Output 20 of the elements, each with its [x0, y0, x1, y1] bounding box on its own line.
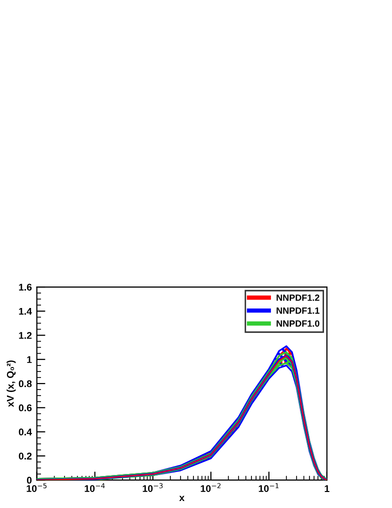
x-tick-label: 10$^{−1}$ [258, 483, 279, 492]
y-tick-label: 0.2 [18, 452, 32, 460]
y-tick-label: 0 [26, 476, 32, 484]
legend-label: NNPDF1.1 [276, 308, 320, 314]
x-tick-label: 10$^{−2}$ [200, 483, 221, 492]
y-tick-label: 1.2 [19, 332, 32, 339]
x-tick-label: 1 [324, 485, 330, 492]
y-axis-title: xV (x, Q₀²) [6, 360, 16, 407]
y-tick-label: 0.8 [18, 380, 32, 388]
x-axis-title: x [179, 496, 185, 502]
x-tick-label: 10$^{−5}$ [26, 483, 47, 492]
y-tick-label: 1 [27, 356, 32, 363]
y-tick-label: 1.4 [19, 308, 32, 315]
x-tick-label: 10$^{−4}$ [84, 483, 105, 492]
y-tick-label: 1.6 [19, 284, 32, 291]
legend-label: NNPDF1.2 [276, 294, 320, 301]
legend-label: NNPDF1.0 [276, 320, 320, 327]
y-tick-label: 0.4 [18, 428, 32, 436]
y-tick-label: 0.6 [18, 404, 32, 412]
x-tick-label: 10$^{−3}$ [142, 483, 163, 492]
